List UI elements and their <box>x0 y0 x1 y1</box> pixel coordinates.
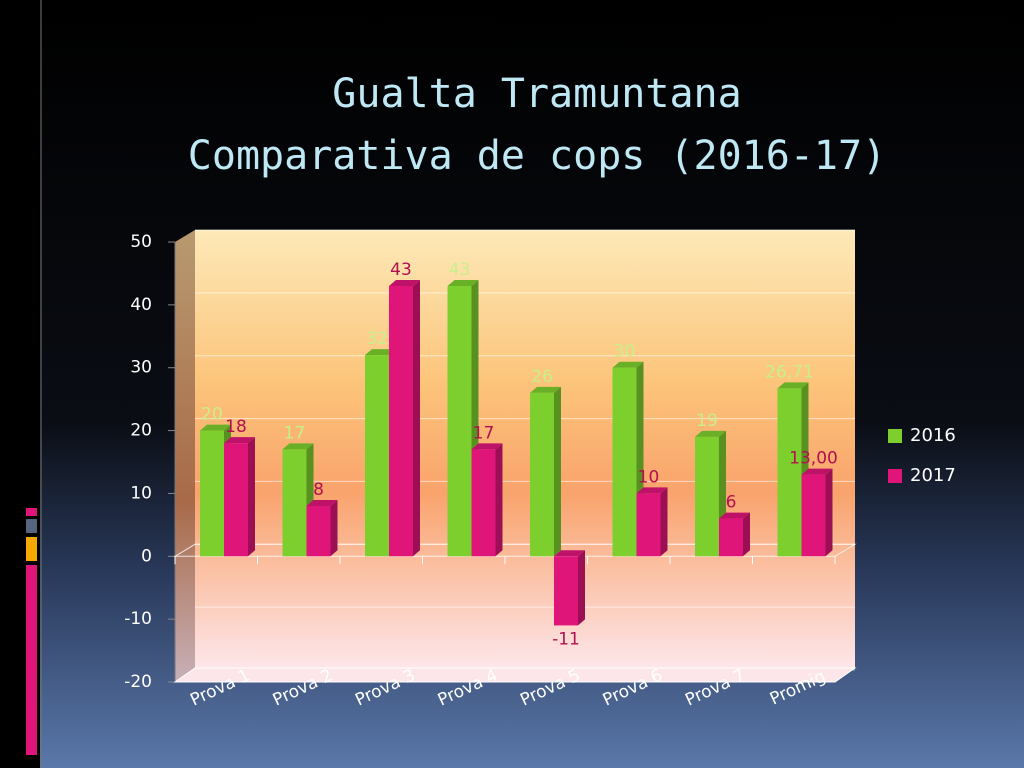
bar-top <box>695 430 726 437</box>
y-tick-label: 0 <box>141 546 152 566</box>
bar-side <box>825 468 833 557</box>
data-label: 20 <box>201 405 223 425</box>
data-label: 26 <box>531 367 553 387</box>
bar <box>282 449 307 557</box>
bar <box>447 286 472 557</box>
bar <box>719 518 743 557</box>
bar <box>554 556 578 626</box>
y-tick-label: 30 <box>130 358 152 378</box>
bar <box>530 392 554 557</box>
bar <box>471 449 496 557</box>
data-label: 30 <box>614 342 636 362</box>
legend-label: 2017 <box>910 465 956 486</box>
bar <box>777 388 802 557</box>
deco-square <box>26 508 37 516</box>
chart-subtitle: Comparativa de cops (2016-17) <box>188 133 886 179</box>
bar <box>306 506 331 557</box>
y-tick-label: 20 <box>130 421 152 441</box>
bar-top <box>530 386 561 393</box>
bar-top <box>447 280 479 286</box>
bar-top <box>365 349 396 356</box>
bar-side <box>660 487 668 557</box>
bar <box>612 367 637 557</box>
bar-top <box>719 512 750 519</box>
y-tick-label: 10 <box>130 483 152 503</box>
y-tick-label: 50 <box>130 232 152 252</box>
bar-side <box>248 437 255 557</box>
bar <box>224 443 248 557</box>
bar-top <box>612 361 644 368</box>
bar <box>200 430 224 557</box>
bar-side <box>413 280 420 557</box>
bar <box>695 436 719 557</box>
bar-top <box>636 487 668 494</box>
bar-side <box>578 550 585 626</box>
data-label: 6 <box>726 493 737 513</box>
bar-top <box>224 437 255 444</box>
data-label: 10 <box>638 467 660 487</box>
bar-top <box>200 424 231 431</box>
bar <box>801 474 826 557</box>
bar-top <box>554 550 585 557</box>
bar <box>389 286 413 557</box>
data-label: 43 <box>390 260 412 280</box>
y-tick-label: 40 <box>130 295 152 315</box>
bar-top <box>282 443 314 450</box>
bar-side <box>743 512 750 557</box>
data-label: 13,00 <box>789 449 838 469</box>
deco-bar <box>26 565 37 755</box>
bar-top <box>389 280 420 286</box>
bar-side <box>330 500 338 557</box>
y-tick-label: -20 <box>124 672 152 692</box>
floor <box>173 667 857 683</box>
legend-label: 2016 <box>910 425 956 446</box>
data-label: 32 <box>366 329 388 349</box>
bar-top <box>777 382 809 389</box>
bar-top <box>306 500 338 506</box>
data-label: 17 <box>284 423 306 443</box>
deco-square <box>26 519 37 533</box>
data-label: 43 <box>449 260 471 280</box>
data-label: -11 <box>552 629 580 649</box>
y-tick-label: -10 <box>124 609 152 629</box>
data-label: 17 <box>473 423 495 443</box>
bar-side <box>495 443 503 557</box>
bar <box>365 355 389 557</box>
legend-swatch <box>888 429 902 443</box>
bar-side <box>554 386 561 557</box>
plot-side-wall <box>175 230 195 682</box>
data-label: 19 <box>696 411 718 431</box>
deco-square <box>26 537 37 561</box>
data-label: 26,71 <box>765 362 814 382</box>
data-label: 8 <box>313 480 324 500</box>
bar <box>636 493 661 557</box>
data-label: 18 <box>225 417 247 437</box>
chart-title: Gualta Tramuntana <box>332 71 741 117</box>
legend-swatch <box>888 469 902 483</box>
bar-top <box>471 443 503 450</box>
bar-top <box>801 468 833 475</box>
